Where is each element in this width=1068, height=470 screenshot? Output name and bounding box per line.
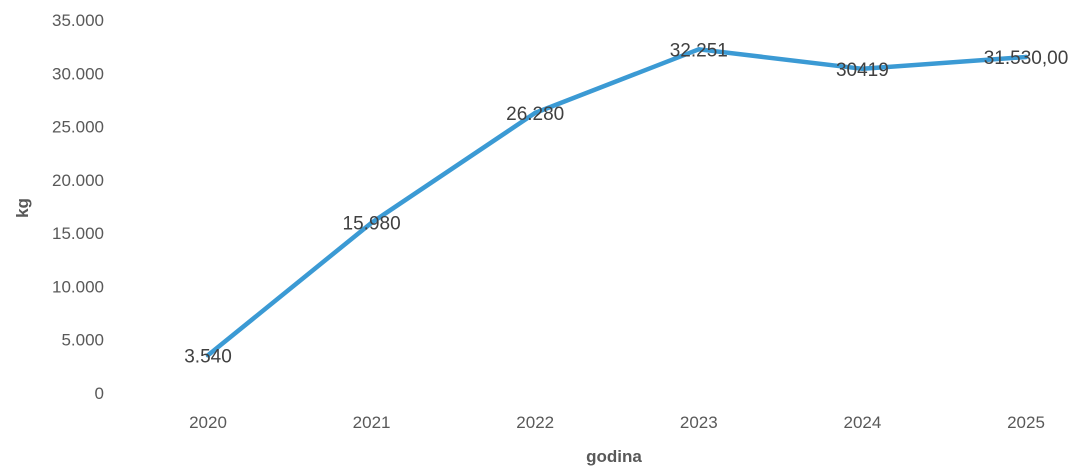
x-axis-title: godina xyxy=(586,447,642,466)
x-tick-label: 2024 xyxy=(843,413,881,432)
data-label: 30419 xyxy=(836,60,889,81)
y-tick-label: 35.000 xyxy=(52,11,104,30)
x-tick-label: 2025 xyxy=(1007,413,1045,432)
data-point xyxy=(860,66,865,72)
x-tick-label: 2020 xyxy=(189,413,227,432)
data-point xyxy=(369,220,374,225)
data-labels: 3.540 15.980 26.280 32.251 30419 31.530,00 xyxy=(184,40,1068,367)
y-axis-ticks: 0 5.000 10.000 15.000 20.000 25.000 30.000 35.0… xyxy=(52,11,104,403)
data-point xyxy=(533,110,538,116)
data-label: 3.540 xyxy=(184,346,232,367)
y-tick-label: 30.000 xyxy=(52,64,104,83)
data-label: 15.980 xyxy=(343,214,401,235)
y-tick-label: 0 xyxy=(95,384,104,403)
y-tick-label: 10.000 xyxy=(52,277,104,296)
y-tick-label: 20.000 xyxy=(52,171,104,190)
data-point xyxy=(696,47,701,52)
y-tick-label: 5.000 xyxy=(61,331,104,350)
x-axis-ticks: 2020 2021 2022 2023 2024 2025 xyxy=(189,413,1045,432)
series-line xyxy=(205,47,1029,358)
x-tick-label: 2023 xyxy=(680,413,718,432)
x-tick-label: 2021 xyxy=(353,413,391,432)
x-tick-label: 2022 xyxy=(516,413,554,432)
y-axis-title: kg xyxy=(13,198,32,218)
data-point xyxy=(1023,54,1029,60)
data-label: 31.530,00 xyxy=(984,48,1068,69)
data-label: 32.251 xyxy=(670,40,728,61)
y-tick-label: 15.000 xyxy=(52,224,104,243)
y-tick-label: 25.000 xyxy=(52,118,104,137)
series-group xyxy=(205,47,1029,358)
data-point xyxy=(205,353,211,358)
data-label: 26.280 xyxy=(506,104,564,125)
